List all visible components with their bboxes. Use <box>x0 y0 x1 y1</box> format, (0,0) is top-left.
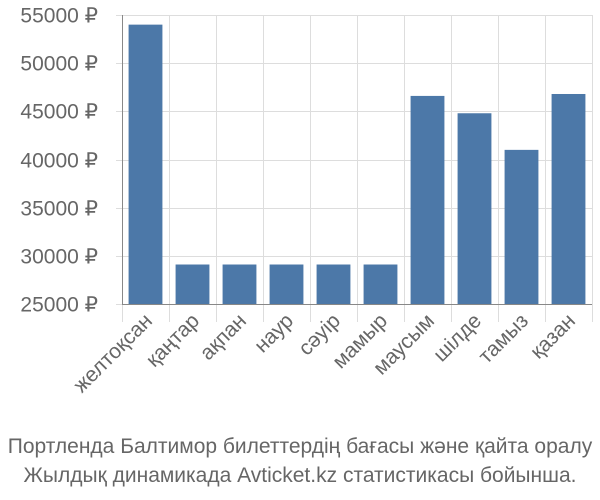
bar <box>410 95 445 304</box>
y-tick-label: 25000 ₽ <box>20 294 98 317</box>
bar <box>222 264 257 304</box>
y-tick-label: 55000 ₽ <box>20 5 98 28</box>
axes <box>122 15 592 305</box>
y-tick-label: 45000 ₽ <box>20 101 98 124</box>
bar <box>269 264 304 304</box>
x-tick-label: наур <box>250 309 298 357</box>
bar <box>175 264 210 304</box>
bar <box>363 264 398 304</box>
bar <box>457 113 492 304</box>
x-tick-label: тамыз <box>474 309 533 368</box>
bar <box>128 24 163 305</box>
chart-caption: Портленда Балтимор билеттердің бағасы жә… <box>0 432 600 490</box>
bar <box>504 149 539 304</box>
bar-chart: 25000 ₽ 30000 ₽ 35000 ₽ 40000 ₽ 45000 ₽ 50000… <box>20 5 593 397</box>
y-tick-labels: 25000 ₽ 30000 ₽ 35000 ₽ 40000 ₽ 45000 ₽ 50000… <box>20 5 98 317</box>
x-tick-labels: желтоқсанқаңтарақпаннаурсәуірмамырмаусым… <box>69 309 580 397</box>
bar <box>551 93 586 304</box>
y-tick-label: 50000 ₽ <box>20 53 98 76</box>
bar <box>316 264 351 304</box>
x-tick-label: шілде <box>429 309 486 366</box>
bars <box>128 24 586 305</box>
caption-line-2: Жылдық динамикада Avticket.kz статистика… <box>23 464 577 487</box>
y-tick-label: 35000 ₽ <box>20 198 98 221</box>
y-tick-label: 40000 ₽ <box>20 150 98 173</box>
x-tick-label: қазан <box>526 309 580 363</box>
caption-line-1: Портленда Балтимор билеттердің бағасы жә… <box>7 435 593 458</box>
x-tick-label: ақпан <box>196 309 252 365</box>
grid-lines <box>116 15 593 322</box>
y-tick-label: 30000 ₽ <box>20 246 98 269</box>
x-tick-label: қаңтар <box>142 309 204 371</box>
